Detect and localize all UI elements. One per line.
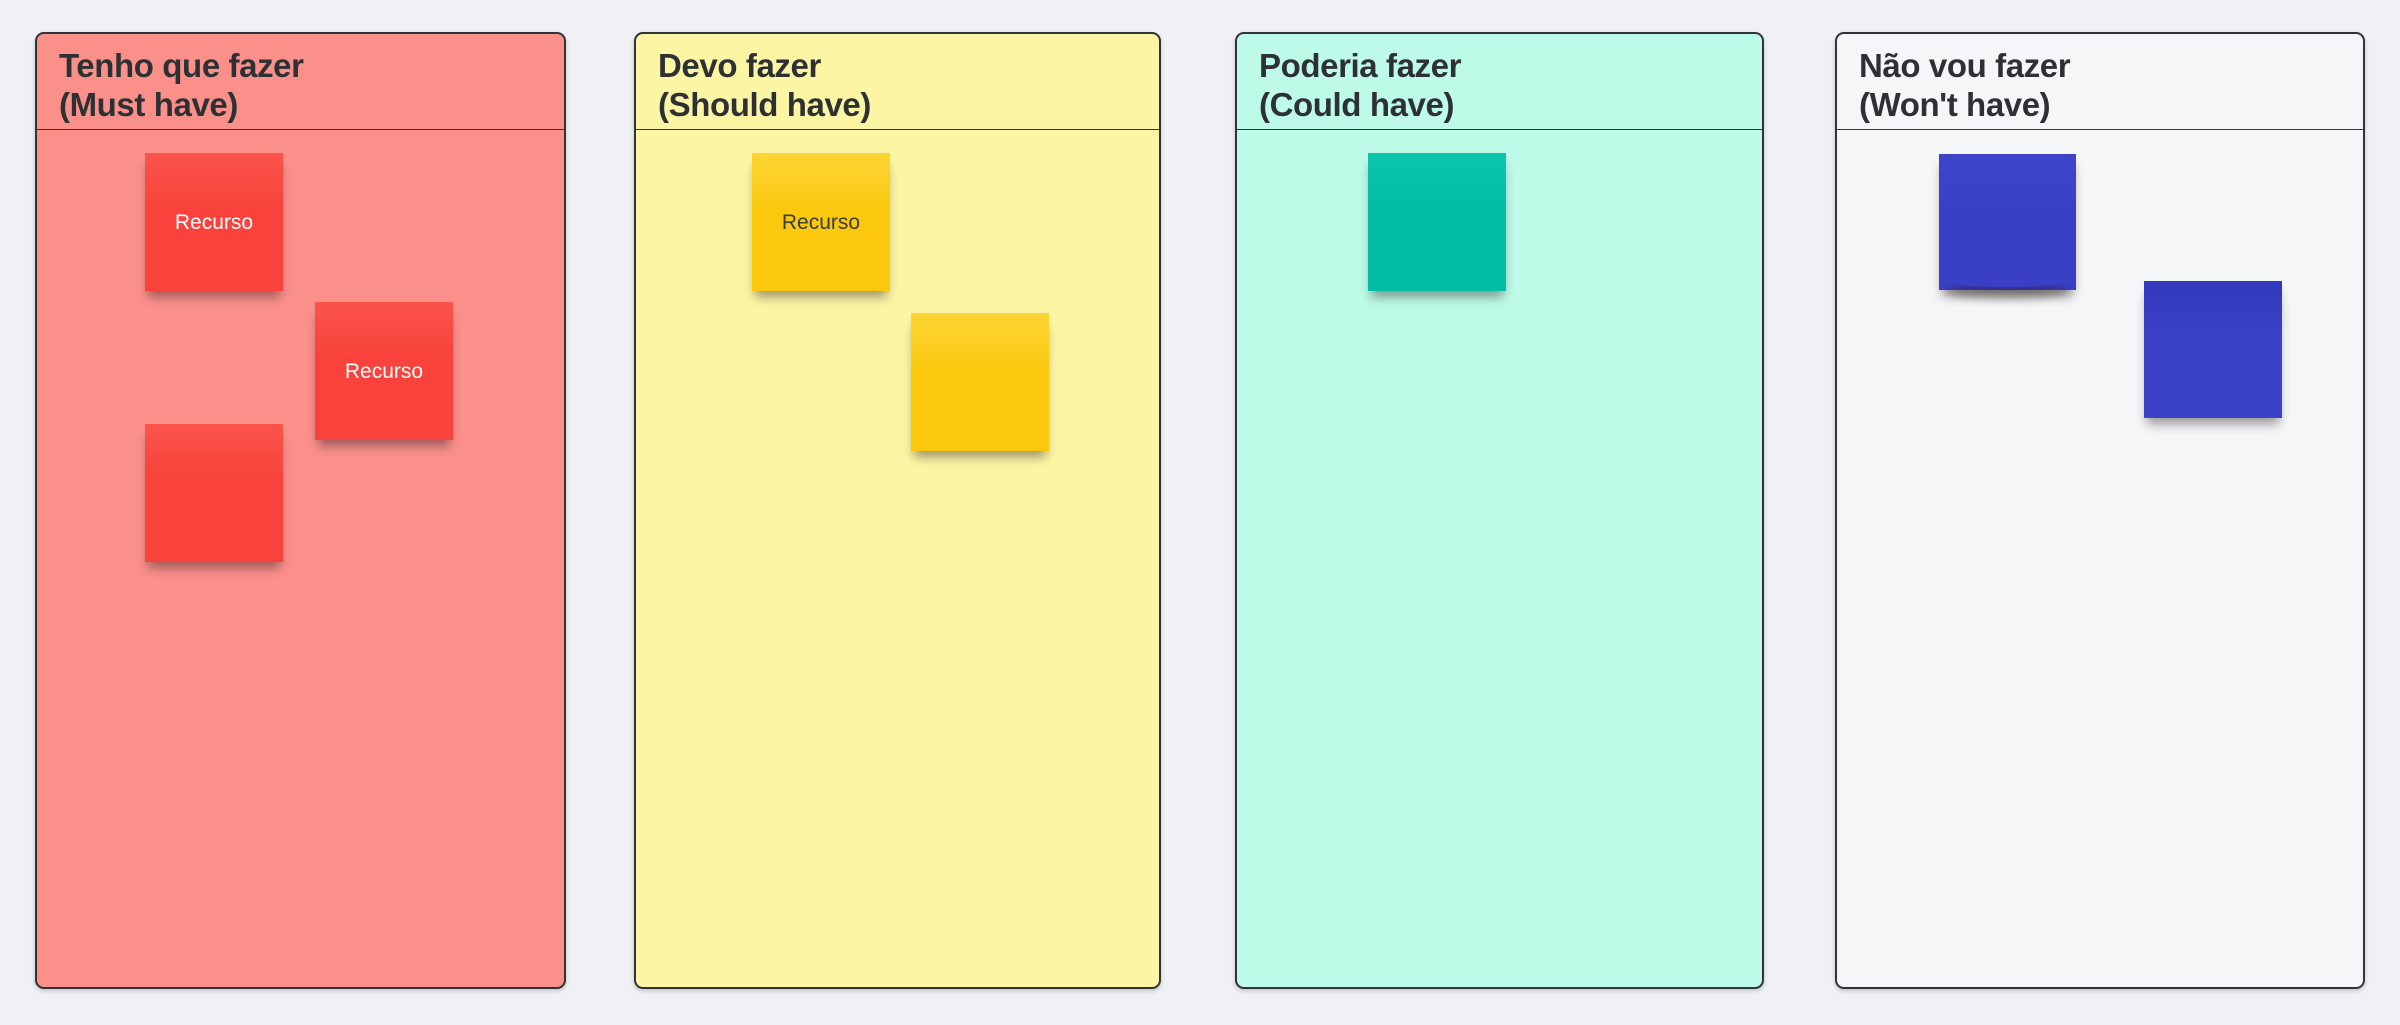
sticky-note-label: Recurso <box>344 359 424 383</box>
sticky-note[interactable] <box>911 313 1049 451</box>
sticky-note[interactable]: Recurso <box>315 302 453 440</box>
column-title: Não vou fazer <box>1859 46 2071 84</box>
moscow-column-wont-have[interactable]: Não vou fazer (Won't have) <box>1835 32 2365 989</box>
column-header: Devo fazer (Should have) <box>636 34 1159 130</box>
column-title: Devo fazer <box>658 46 821 84</box>
moscow-column-should-have[interactable]: Devo fazer (Should have) <box>634 32 1161 989</box>
sticky-note-label: Recurso <box>174 210 254 234</box>
column-header: Não vou fazer (Won't have) <box>1837 34 2363 130</box>
sticky-note[interactable] <box>1368 153 1506 291</box>
sticky-note[interactable]: Recurso <box>752 153 890 291</box>
column-body <box>636 130 1159 987</box>
column-title: Tenho que fazer <box>59 46 304 84</box>
sticky-note[interactable] <box>145 424 283 562</box>
sticky-note[interactable] <box>2144 281 2282 418</box>
column-header: Poderia fazer (Could have) <box>1237 34 1762 130</box>
column-body <box>1837 130 2363 987</box>
sticky-note-label: Recurso <box>781 210 861 234</box>
sticky-note[interactable]: Recurso <box>145 153 283 291</box>
column-subtitle: (Should have) <box>658 85 871 123</box>
column-subtitle: (Must have) <box>59 85 238 123</box>
column-subtitle: (Won't have) <box>1859 85 2051 123</box>
column-subtitle: (Could have) <box>1259 85 1455 123</box>
column-header: Tenho que fazer (Must have) <box>37 34 564 130</box>
moscow-column-must-have[interactable]: Tenho que fazer (Must have) <box>35 32 566 989</box>
sticky-note[interactable] <box>1939 154 2076 290</box>
column-title: Poderia fazer <box>1259 46 1462 84</box>
column-body <box>37 130 564 987</box>
